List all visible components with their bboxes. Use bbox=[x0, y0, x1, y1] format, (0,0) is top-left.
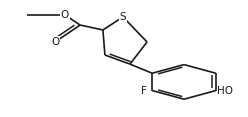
Text: O: O bbox=[51, 37, 59, 47]
Text: O: O bbox=[61, 10, 69, 20]
Text: HO: HO bbox=[217, 86, 233, 96]
Text: F: F bbox=[141, 86, 147, 96]
Text: S: S bbox=[120, 12, 126, 22]
